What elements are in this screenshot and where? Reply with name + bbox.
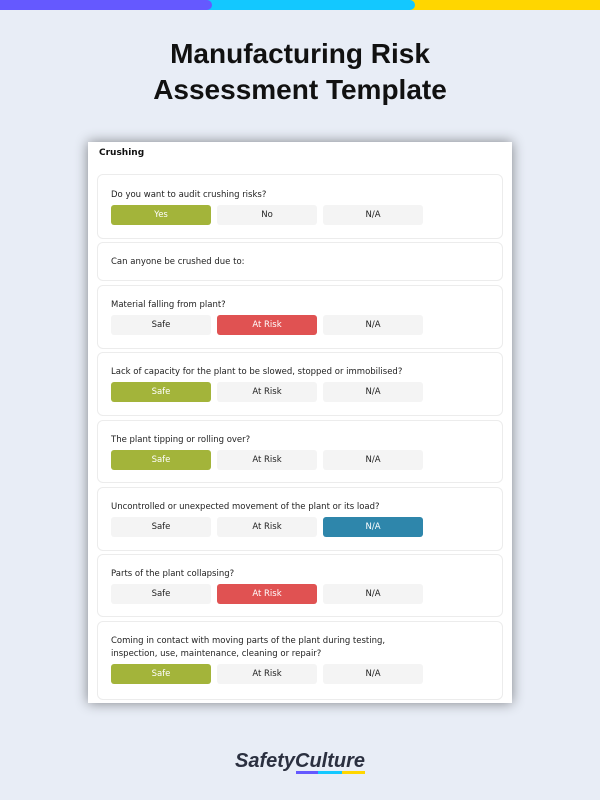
- question-item: Lack of capacity for the plant to be slo…: [97, 352, 503, 416]
- option-at-risk-button[interactable]: At Risk: [217, 664, 317, 684]
- option-yes-button[interactable]: Yes: [111, 205, 211, 225]
- top-bar-yellow: [400, 0, 600, 10]
- page-title: Manufacturing Risk Assessment Template: [0, 36, 600, 108]
- question-item: Uncontrolled or unexpected movement of t…: [97, 487, 503, 551]
- option-safe-button[interactable]: Safe: [111, 664, 211, 684]
- question-text: Parts of the plant collapsing?: [111, 569, 235, 579]
- question-item: Material falling from plant? Safe At Risk N…: [97, 285, 503, 349]
- option-n-a-button[interactable]: N/A: [323, 517, 423, 537]
- question-item: Coming in contact with moving parts of t…: [97, 621, 503, 700]
- question-text: Uncontrolled or unexpected movement of t…: [111, 502, 380, 512]
- question-item: Parts of the plant collapsing? Safe At Ris…: [97, 554, 503, 617]
- logo-underline-purple: [296, 771, 318, 774]
- title-line-2: Assessment Template: [153, 74, 447, 105]
- answer-options: Safe At Risk N/A: [111, 315, 423, 335]
- top-bar-cyan: [200, 0, 415, 10]
- option-safe-button[interactable]: Safe: [111, 315, 211, 335]
- option-no-button[interactable]: No: [217, 205, 317, 225]
- option-at-risk-button[interactable]: At Risk: [217, 517, 317, 537]
- option-n-a-button[interactable]: N/A: [323, 205, 423, 225]
- option-safe-button[interactable]: Safe: [111, 382, 211, 402]
- option-n-a-button[interactable]: N/A: [323, 584, 423, 604]
- subheading-box: Can anyone be crushed due to:: [97, 242, 503, 281]
- option-at-risk-button[interactable]: At Risk: [217, 382, 317, 402]
- option-n-a-button[interactable]: N/A: [323, 664, 423, 684]
- intro-question: Do you want to audit crushing risks? Yes…: [97, 174, 503, 239]
- top-bar-purple: [0, 0, 212, 10]
- answer-options: Safe At Risk N/A: [111, 584, 423, 604]
- option-at-risk-button[interactable]: At Risk: [217, 315, 317, 335]
- option-at-risk-button[interactable]: At Risk: [217, 584, 317, 604]
- answer-options: Safe At Risk N/A: [111, 382, 423, 402]
- option-safe-button[interactable]: Safe: [111, 584, 211, 604]
- title-line-1: Manufacturing Risk: [170, 38, 430, 69]
- form-card: Crushing Do you want to audit crushing r…: [88, 142, 512, 703]
- option-n-a-button[interactable]: N/A: [323, 382, 423, 402]
- logo-underline-cyan: [318, 771, 342, 774]
- question-text: Lack of capacity for the plant to be slo…: [111, 367, 403, 377]
- answer-options: Safe At Risk N/A: [111, 517, 423, 537]
- subheading: Can anyone be crushed due to:: [111, 257, 245, 267]
- answer-options: Safe At Risk N/A: [111, 450, 423, 470]
- logo-underline-yellow: [342, 771, 365, 774]
- option-n-a-button[interactable]: N/A: [323, 450, 423, 470]
- section-title: Crushing: [99, 148, 145, 158]
- answer-options: Safe At Risk N/A: [111, 664, 423, 684]
- option-safe-button[interactable]: Safe: [111, 450, 211, 470]
- question-text: The plant tipping or rolling over?: [111, 435, 251, 445]
- option-n-a-button[interactable]: N/A: [323, 315, 423, 335]
- safetyculture-logo: SafetyCulture: [234, 750, 366, 772]
- question-text: Do you want to audit crushing risks?: [111, 190, 267, 200]
- option-at-risk-button[interactable]: At Risk: [217, 450, 317, 470]
- question-item: The plant tipping or rolling over? Safe At…: [97, 420, 503, 483]
- question-text: Coming in contact with moving parts of t…: [111, 636, 386, 659]
- question-text: Material falling from plant?: [111, 300, 226, 310]
- option-safe-button[interactable]: Safe: [111, 517, 211, 537]
